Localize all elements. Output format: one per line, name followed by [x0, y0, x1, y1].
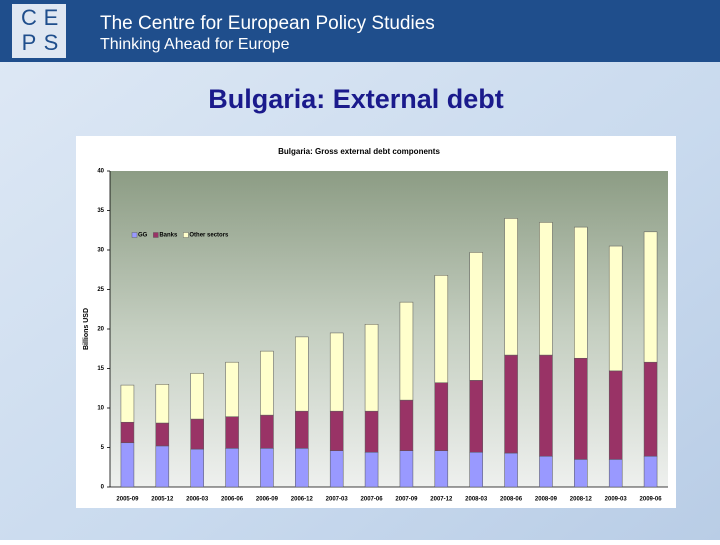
bar-segment — [469, 252, 483, 381]
bar-segment — [329, 410, 344, 451]
bar-segment — [504, 218, 518, 356]
legend-label: GG — [138, 233, 148, 239]
bar-segment — [260, 448, 274, 488]
bar-segment — [608, 459, 623, 488]
logo-letter: C — [21, 5, 37, 30]
bar-segment — [469, 380, 483, 453]
x-tick-label: 2007-06 — [361, 497, 384, 503]
y-tick-label: 10 — [97, 406, 104, 412]
bar-segment — [504, 354, 518, 454]
y-tick-label: 15 — [97, 366, 104, 372]
bar-segment — [190, 448, 204, 488]
bar-segment — [120, 384, 135, 423]
bar-segment — [155, 384, 170, 424]
bar-segment — [574, 459, 588, 488]
x-tick-label: 2008-03 — [465, 497, 488, 503]
chart-title: Bulgaria: Gross external debt components — [278, 147, 440, 156]
bar-segment — [608, 245, 623, 372]
x-tick-label: 2007-03 — [326, 497, 349, 503]
bar-segment — [295, 336, 309, 412]
bar-segment — [469, 451, 483, 488]
x-tick-label: 2008-09 — [535, 497, 558, 503]
y-tick-label: 35 — [97, 208, 104, 214]
y-tick-label: 25 — [97, 287, 104, 293]
x-tick-label: 2006-06 — [221, 497, 244, 503]
legend-swatch — [183, 232, 189, 238]
x-tick-label: 2009-03 — [605, 497, 628, 503]
y-axis-label: Billions USD — [83, 308, 90, 350]
x-tick-label: 2008-12 — [570, 497, 593, 503]
bar-segment — [155, 445, 170, 488]
logo-box — [12, 4, 66, 58]
x-tick-label: 2008-06 — [500, 497, 523, 503]
logo-letter: S — [44, 30, 59, 55]
bar-segment — [155, 422, 170, 447]
bar-segment — [434, 450, 449, 488]
bar-segment — [434, 382, 449, 451]
x-tick-label: 2007-09 — [395, 497, 418, 503]
logo-letter: P — [22, 30, 37, 55]
bar-segment — [643, 455, 658, 488]
bar-segment — [120, 421, 135, 444]
bar-segment — [225, 361, 239, 417]
bar-segment — [574, 357, 588, 460]
bar-segment — [399, 301, 414, 401]
x-tick-label: 2009-06 — [640, 497, 663, 503]
bar-segment — [190, 372, 204, 420]
y-tick-label: 5 — [101, 445, 105, 451]
bar-segment — [539, 354, 553, 457]
bar-segment — [539, 222, 553, 356]
legend-swatch — [131, 232, 138, 238]
bar-segment — [225, 416, 239, 449]
bar-segment — [504, 452, 518, 488]
header-subtitle: Thinking Ahead for Europe — [100, 36, 290, 53]
bar-segment — [399, 450, 414, 488]
bar-segment — [295, 410, 309, 449]
bar-segment — [364, 324, 379, 412]
y-tick-label: 20 — [97, 327, 104, 333]
bar-segment — [364, 410, 379, 453]
bar-segment — [539, 455, 553, 488]
bar-segment — [364, 451, 379, 488]
bar-segment — [329, 450, 344, 488]
bar-segment — [225, 448, 239, 488]
y-tick-label: 30 — [97, 248, 104, 254]
y-tick-label: 0 — [101, 485, 105, 491]
bar-segment — [329, 332, 344, 412]
bar-segment — [643, 231, 658, 363]
logo: C E P S — [21, 5, 58, 55]
bar-segment — [399, 399, 414, 451]
legend-label: Banks — [159, 233, 178, 239]
header-title: The Centre for European Policy Studies — [100, 13, 435, 34]
bar-segment — [190, 418, 204, 450]
logo-letter: E — [44, 5, 59, 30]
bar-segment — [643, 361, 658, 457]
y-tick-label: 40 — [97, 169, 104, 175]
bar-segment — [608, 370, 623, 460]
bar-segment — [434, 275, 449, 383]
x-tick-label: 2006-03 — [186, 497, 209, 503]
bar-segment — [260, 414, 274, 449]
header-band — [0, 0, 720, 62]
x-tick-label: 2006-12 — [291, 497, 314, 503]
legend-swatch — [153, 232, 159, 238]
x-tick-label: 2006-09 — [256, 497, 279, 503]
bar-segment — [120, 442, 135, 488]
x-tick-label: 2005-12 — [151, 497, 174, 503]
bar-segment — [295, 448, 309, 488]
x-tick-label: 2007-12 — [430, 497, 453, 503]
bar-segment — [260, 350, 274, 416]
legend-label: Other sectors — [189, 233, 229, 239]
x-tick-label: 2005-09 — [116, 497, 139, 503]
bar-segment — [574, 226, 588, 359]
slide-title: Bulgaria: External debt — [208, 84, 504, 114]
